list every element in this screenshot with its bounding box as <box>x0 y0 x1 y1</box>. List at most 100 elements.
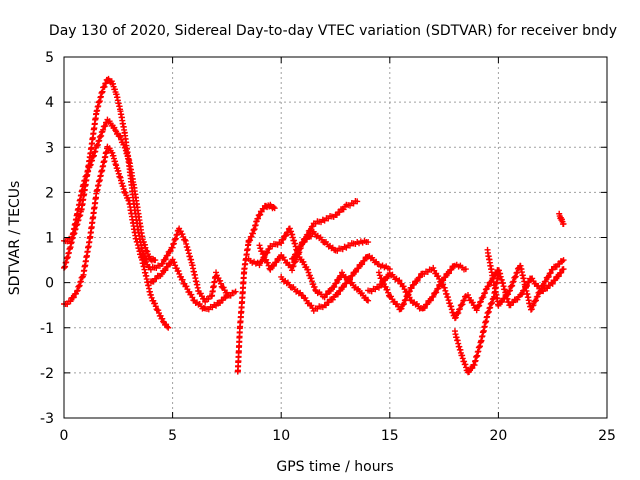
data-point-band-d <box>334 291 341 298</box>
data-point-late-a <box>375 284 382 291</box>
data-point-arc-8-10 <box>247 237 254 244</box>
data-point-late-a <box>400 283 407 290</box>
data-point-band-c <box>304 231 311 238</box>
data-point-peak-lower <box>151 300 158 307</box>
data-point-band-a <box>336 276 343 283</box>
data-point-late-b <box>440 281 447 288</box>
y-tick-label: 5 <box>45 50 54 66</box>
data-point-evening-a <box>469 299 476 306</box>
data-point-late-b <box>405 292 412 299</box>
data-point-peak-middle <box>146 253 153 260</box>
data-point-band-d <box>337 287 344 294</box>
data-point-evening-a <box>482 289 489 296</box>
data-point-mid-morning <box>197 290 204 297</box>
data-point-band-b <box>264 259 271 266</box>
data-point-mid-morning <box>167 248 174 255</box>
axis-ticks: 0 5 10 15 20 25 -3 -2 -1 0 1 2 3 4 5 <box>40 50 616 444</box>
data-point-late-b <box>401 300 408 307</box>
data-point-mid-morning-2 <box>175 268 182 275</box>
y-tick-label: -1 <box>40 321 54 337</box>
data-point-mid-morning <box>143 258 150 265</box>
data-point-band-d <box>353 268 360 275</box>
data-point-band-d <box>355 265 362 272</box>
data-point-evening-b <box>537 288 544 295</box>
data-point-late-a <box>442 274 449 281</box>
data-point-peak-lower <box>152 303 159 310</box>
data-point-mid-morning-2 <box>183 283 190 290</box>
data-point-peak-lower <box>164 323 171 330</box>
data-point-late-a <box>430 293 437 300</box>
data-point-late-b <box>414 277 421 284</box>
data-point-band-c <box>295 246 302 253</box>
x-tick-label: 0 <box>60 428 69 444</box>
data-point-band-a <box>280 236 287 243</box>
data-point-band-b <box>270 262 277 269</box>
data-point-arc-8-10 <box>257 211 264 218</box>
data-point-evening-a <box>552 277 559 284</box>
data-point-band-a <box>365 297 372 304</box>
data-point-band-d <box>349 272 356 279</box>
x-tick-label: 15 <box>381 428 399 444</box>
data-point-band-a <box>264 249 271 256</box>
data-point-peak-upper <box>102 80 109 87</box>
data-point-late-b <box>384 286 391 293</box>
data-point-evening-a <box>480 294 487 301</box>
y-tick-label: 4 <box>45 95 54 111</box>
data-point-mid-morning-2 <box>179 276 186 283</box>
data-point-peak-lower <box>160 318 167 325</box>
y-axis-label: SDTVAR / TECUs <box>7 181 23 296</box>
data-point-peak-lower <box>70 294 77 301</box>
y-tick-label: -3 <box>40 411 54 427</box>
data-point-peak-lower <box>147 291 154 298</box>
data-point-mid-morning <box>159 260 166 267</box>
data-point-mid-morning <box>164 252 171 259</box>
data-point-band-b <box>256 242 263 249</box>
data-point-band-d <box>302 294 309 301</box>
data-point-mid-morning-2 <box>171 259 178 266</box>
data-point-dip-19h <box>469 365 476 372</box>
data-point-peak-lower <box>155 307 162 314</box>
data-point-arc-8-10 <box>271 205 278 212</box>
data-point-evening-a <box>464 291 471 298</box>
x-tick-label: 5 <box>168 428 177 444</box>
data-point-band-a <box>259 257 266 264</box>
data-point-peak-middle <box>100 126 107 133</box>
data-point-band-d <box>343 280 350 287</box>
data-point-evening-b <box>499 298 506 305</box>
data-point-evening-b <box>542 278 549 285</box>
data-point-mid-morning <box>179 231 186 238</box>
data-point-late-b <box>388 293 395 300</box>
data-point-band-d <box>308 302 315 309</box>
data-point-band-c <box>307 227 314 234</box>
data-point-band-c <box>293 251 300 258</box>
data-point-peak-lower <box>67 298 74 305</box>
data-point-late-b <box>408 285 415 292</box>
data-point-band-a <box>256 262 263 269</box>
data-point-peak-middle <box>144 248 151 255</box>
data-point-evening-b <box>506 287 513 294</box>
data-point-late-a <box>445 270 452 277</box>
data-point-mid-morning-2 <box>164 263 171 270</box>
data-point-band-c <box>299 239 306 246</box>
data-point-late-b <box>398 305 405 312</box>
data-point-band-a <box>321 294 328 301</box>
data-point-evening-b <box>528 306 535 313</box>
data-point-peak-middle <box>102 122 109 129</box>
data-point-late-a <box>435 285 442 292</box>
y-tick-label: 3 <box>45 140 54 156</box>
grid-lines <box>64 57 607 418</box>
data-point-late-b <box>394 300 401 307</box>
data-point-band-a <box>278 240 285 247</box>
data-point-late-b <box>375 269 382 276</box>
data-point-spike-23h <box>560 220 567 227</box>
x-tick-label: 20 <box>489 428 507 444</box>
data-point-evening-a <box>473 307 480 314</box>
data-point-band-a <box>327 287 334 294</box>
data-points <box>61 75 567 376</box>
data-point-arc-8-10 <box>255 215 262 222</box>
data-point-mid-morning-2 <box>162 267 169 274</box>
data-point-band-b <box>267 266 274 273</box>
data-point-band-b <box>260 251 267 258</box>
data-point-peak-middle <box>117 134 124 141</box>
data-point-band-a <box>300 258 307 265</box>
